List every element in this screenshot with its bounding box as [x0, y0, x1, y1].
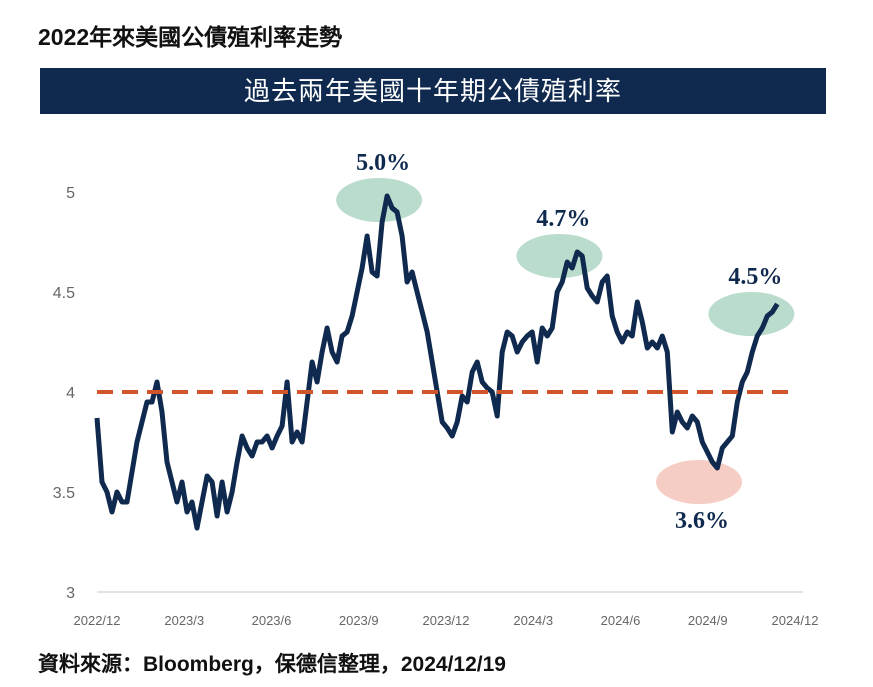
y-tick-label: 3.5 — [53, 485, 75, 502]
x-tick-label: 2024/6 — [601, 613, 641, 628]
high-marker — [708, 292, 795, 336]
chart-title-banner: 過去兩年美國十年期公債殖利率 — [40, 68, 826, 114]
annotation-label: 4.7% — [536, 206, 590, 232]
y-tick-label: 4.5 — [53, 285, 75, 302]
y-tick-label: 3 — [66, 585, 75, 602]
y-tick-label: 4 — [66, 385, 75, 402]
x-tick-label: 2024/3 — [513, 613, 553, 628]
x-tick-label: 2024/9 — [688, 613, 728, 628]
y-tick-label: 5 — [66, 185, 75, 202]
annotation-label: 3.6% — [675, 508, 729, 534]
high-marker — [516, 234, 603, 278]
page-title: 2022年來美國公債殖利率走勢 — [38, 24, 343, 50]
source-note: 資料來源：Bloomberg，保德信整理，2024/12/19 — [38, 653, 506, 676]
x-tick-label: 2023/3 — [164, 613, 204, 628]
x-tick-label: 2024/12 — [772, 613, 819, 628]
annotation-label: 4.5% — [728, 264, 782, 290]
annotation-label: 5.0% — [356, 150, 410, 176]
x-tick-label: 2022/12 — [74, 613, 121, 628]
x-tick-label: 2023/9 — [339, 613, 379, 628]
x-tick-label: 2023/12 — [423, 613, 470, 628]
x-tick-label: 2023/6 — [252, 613, 292, 628]
low-marker — [656, 460, 743, 504]
high-marker — [336, 178, 423, 222]
